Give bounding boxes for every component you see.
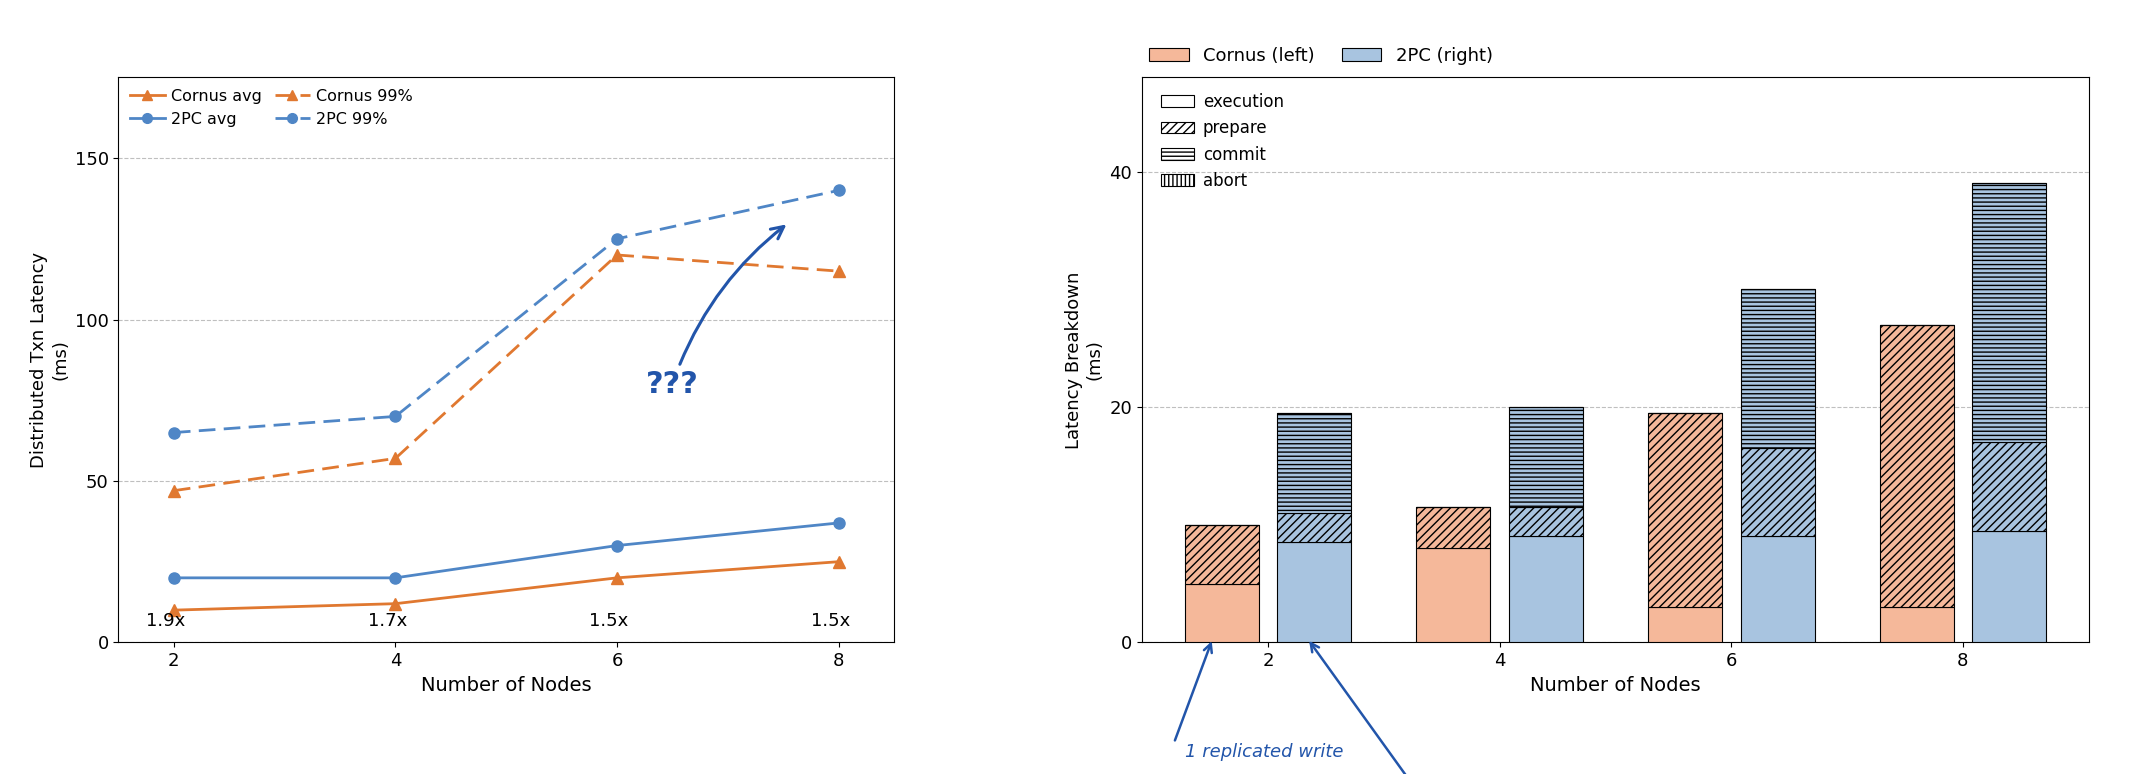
Bar — [1973, 442, 2046, 531]
Y-axis label: Distributed Txn Latency
(ms): Distributed Txn Latency (ms) — [30, 252, 69, 468]
Bar — [1277, 543, 1351, 642]
Text: 1.7x: 1.7x — [368, 611, 407, 629]
Bar — [1973, 183, 2046, 442]
Bar — [1648, 413, 1721, 607]
Bar — [1740, 289, 1814, 448]
Bar — [1510, 407, 1583, 507]
X-axis label: Number of Nodes: Number of Nodes — [420, 676, 592, 695]
Bar — [1740, 536, 1814, 642]
Bar — [1740, 448, 1814, 536]
Text: 1.5x: 1.5x — [810, 611, 851, 629]
Text: 1 replicated write: 1 replicated write — [1185, 743, 1344, 761]
Y-axis label: Latency Breakdown
(ms): Latency Breakdown (ms) — [1064, 271, 1103, 449]
Bar — [1973, 531, 2046, 642]
Bar — [1417, 548, 1491, 642]
Bar — [1277, 513, 1351, 543]
Bar — [1880, 607, 1954, 642]
Bar — [1648, 607, 1721, 642]
Legend: execution, prepare, commit, abort: execution, prepare, commit, abort — [1155, 87, 1290, 197]
Legend: Cornus avg, 2PC avg, Cornus 99%, 2PC 99%: Cornus avg, 2PC avg, Cornus 99%, 2PC 99% — [123, 82, 420, 133]
Bar — [1510, 507, 1583, 536]
Text: 1.5x: 1.5x — [590, 611, 629, 629]
Bar — [1277, 413, 1351, 513]
Bar — [1417, 507, 1491, 548]
Bar — [1185, 584, 1258, 642]
X-axis label: Number of Nodes: Number of Nodes — [1529, 676, 1702, 695]
Text: 1.9x: 1.9x — [146, 611, 185, 629]
Bar — [1185, 525, 1258, 584]
Bar — [1510, 536, 1583, 642]
Bar — [1880, 324, 1954, 607]
Text: ???: ??? — [646, 227, 784, 399]
